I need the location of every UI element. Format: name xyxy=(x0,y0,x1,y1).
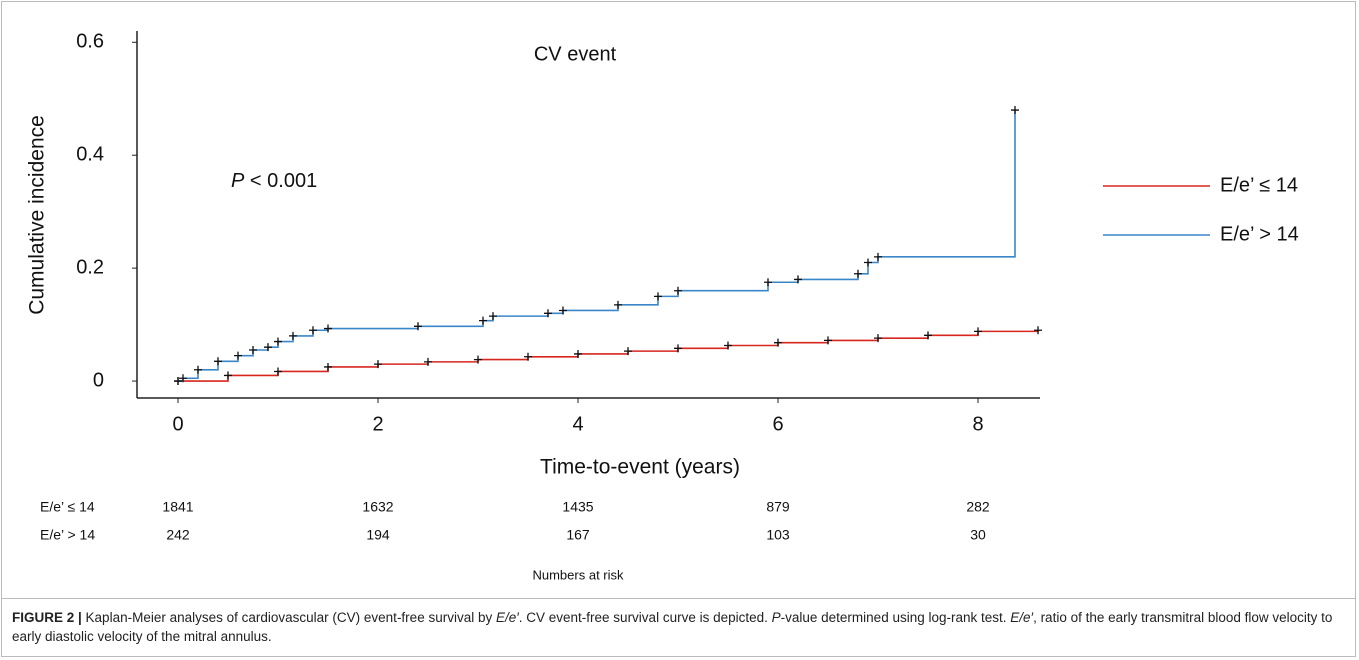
censor-mark xyxy=(624,347,632,356)
caption-text: . CV event-free survival curve is depict… xyxy=(518,610,772,625)
annotation-text: < 0.001 xyxy=(244,170,317,192)
x-tick-label: 2 xyxy=(372,413,383,435)
censor-mark xyxy=(309,326,317,335)
censor-mark xyxy=(249,346,257,355)
x-tick-label: 0 xyxy=(172,413,183,435)
censor-mark xyxy=(874,252,882,261)
censor-mark xyxy=(774,338,782,347)
chart-title: CV event xyxy=(534,43,617,65)
risk-table-title: Numbers at risk xyxy=(532,567,624,582)
x-tick-label: 4 xyxy=(572,413,583,435)
risk-row-label: E/e’ > 14 xyxy=(40,527,95,543)
censor-mark xyxy=(224,371,232,380)
censor-mark xyxy=(864,258,872,267)
caption-label: FIGURE 2 | xyxy=(12,610,82,625)
risk-value: 1632 xyxy=(362,499,393,515)
censor-mark xyxy=(559,306,567,315)
censor-mark xyxy=(424,357,432,366)
censor-mark xyxy=(179,374,187,383)
censor-mark xyxy=(479,316,487,325)
y-axis-label: Cumulative incidence xyxy=(26,115,49,315)
censor-mark xyxy=(654,292,662,301)
censor-mark xyxy=(489,312,497,321)
x-tick-label: 6 xyxy=(772,413,783,435)
risk-row-label: E/e’ ≤ 14 xyxy=(40,499,95,515)
censor-mark xyxy=(924,331,932,340)
caption-text: Kaplan-Meier analyses of cardiovascular … xyxy=(81,610,496,625)
censor-mark xyxy=(264,343,272,352)
censor-mark xyxy=(674,344,682,353)
risk-value: 103 xyxy=(766,527,790,543)
risk-value: 879 xyxy=(766,499,790,515)
censor-mark xyxy=(194,365,202,374)
censor-mark xyxy=(674,286,682,295)
censor-mark xyxy=(324,324,332,333)
caption: FIGURE 2 | Kaplan-Meier analyses of card… xyxy=(6,606,1351,648)
risk-value: 1841 xyxy=(162,499,193,515)
caption-text: , ratio of the early transmitral blood f… xyxy=(12,610,1333,644)
caption-text: P xyxy=(771,610,781,625)
censor-mark xyxy=(974,327,982,336)
caption-text: -value determined using log-rank test. xyxy=(780,610,1011,625)
censor-mark xyxy=(374,360,382,369)
censor-mark xyxy=(289,331,297,340)
chart: CV event P < 0.001 Time-to-event (years)… xyxy=(26,31,1299,583)
risk-value: 1435 xyxy=(562,499,593,515)
censor-mark xyxy=(324,362,332,371)
y-tick-label: 0.6 xyxy=(76,31,104,53)
legend-label: E/e’ ≤ 14 xyxy=(1220,174,1298,196)
y-tick-label: 0.4 xyxy=(76,143,104,165)
censor-mark xyxy=(874,334,882,343)
risk-value: 282 xyxy=(966,499,990,515)
censor-mark xyxy=(1034,326,1042,335)
risk-value: 194 xyxy=(366,527,390,543)
annotation-italic: P xyxy=(231,170,245,192)
censor-mark xyxy=(274,337,282,346)
censor-mark xyxy=(174,377,182,386)
y-tick-label: 0 xyxy=(93,369,104,391)
censor-mark xyxy=(544,309,552,318)
censor-mark xyxy=(274,367,282,376)
censor-mark xyxy=(524,352,532,361)
risk-value: 167 xyxy=(566,527,590,543)
annotation: P < 0.001 xyxy=(231,170,317,192)
censor-mark xyxy=(724,341,732,350)
y-tick-label: 0.2 xyxy=(76,256,104,278)
censor-mark xyxy=(574,349,582,358)
legend-label: E/e’ > 14 xyxy=(1220,223,1299,245)
censor-mark xyxy=(824,336,832,345)
censor-mark xyxy=(214,357,222,366)
censor-mark xyxy=(764,278,772,287)
risk-value: 242 xyxy=(166,527,190,543)
caption-text: E/e′ xyxy=(1010,610,1034,625)
caption-text: E/e′ xyxy=(495,610,519,625)
censor-mark xyxy=(414,322,422,331)
censor-mark xyxy=(794,275,802,284)
x-axis-label: Time-to-event (years) xyxy=(540,456,740,479)
risk-value: 30 xyxy=(970,527,986,543)
censor-mark xyxy=(1011,106,1019,115)
censor-mark xyxy=(474,355,482,364)
x-tick-label: 8 xyxy=(972,413,983,435)
censor-mark xyxy=(234,351,242,360)
censor-mark xyxy=(614,300,622,309)
separator xyxy=(1,598,1356,599)
censor-mark xyxy=(854,269,862,278)
